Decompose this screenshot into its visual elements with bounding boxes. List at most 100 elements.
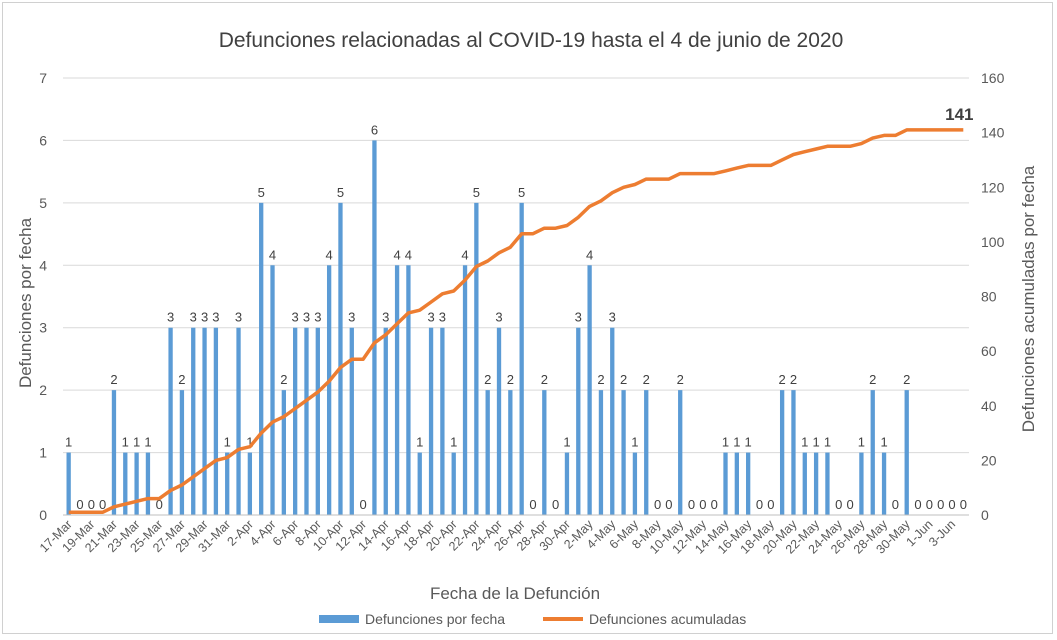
bar: [610, 327, 615, 515]
bar-data-label: 2: [280, 372, 287, 387]
y-right-tick-label: 140: [981, 125, 1005, 141]
bar-data-label: 0: [699, 497, 706, 512]
bar: [587, 265, 592, 515]
bar-data-label: 5: [337, 185, 344, 200]
bar: [428, 327, 434, 515]
left-y-axis: 0 1 2 3 4 5 6 7: [39, 70, 47, 523]
legend-bar-swatch: [319, 615, 359, 623]
y-right-tick-label: 100: [981, 234, 1005, 250]
bar-data-label: 2: [869, 372, 876, 387]
bar: [372, 140, 377, 515]
bar-data-label: 5: [473, 185, 480, 200]
bar-data-label: 1: [246, 435, 253, 450]
x-axis: 17-Mar19-Mar21-Mar23-Mar25-Mar27-Mar29-M…: [37, 514, 969, 557]
bar-data-label: 0: [914, 497, 921, 512]
bar-data-label: 1: [858, 435, 865, 450]
bar: [825, 452, 830, 515]
bar: [247, 452, 253, 515]
bar: [485, 390, 490, 515]
legend-bar-label: Defunciones por fecha: [365, 611, 505, 627]
bar: [134, 452, 139, 515]
bar-data-label: 3: [201, 310, 208, 325]
bar: [202, 327, 207, 515]
bar: [394, 265, 400, 515]
bar-data-label: 3: [167, 310, 174, 325]
bar-data-label: 2: [597, 372, 604, 387]
bar: [746, 452, 751, 515]
bar-data-label: 0: [529, 497, 536, 512]
bar: [440, 327, 445, 515]
bar-data-label: 1: [224, 435, 231, 450]
bar-data-label: 1: [801, 435, 808, 450]
bar-data-label: 1: [450, 435, 457, 450]
bar-data-label: 2: [677, 372, 684, 387]
bar-data-label: 3: [303, 310, 310, 325]
y-right-tick-label: 120: [981, 179, 1005, 195]
bar-data-label: 4: [461, 247, 468, 262]
bar-data-label: 0: [688, 497, 695, 512]
bar-data-label: 1: [65, 435, 72, 450]
bar-data-label: 0: [359, 497, 366, 512]
bar-data-label: 2: [790, 372, 797, 387]
bar-data-label: 2: [620, 372, 627, 387]
bar-data-label: 5: [258, 185, 265, 200]
bar-data-label: 0: [846, 497, 853, 512]
bar-data-label: 1: [144, 435, 151, 450]
bar: [338, 202, 343, 515]
bar-data-label: 1: [563, 435, 570, 450]
bar: [462, 265, 468, 515]
y-left-tick-label: 6: [39, 132, 47, 148]
y-left-tick-label: 4: [39, 257, 47, 273]
bar-data-label: 3: [314, 310, 321, 325]
bar-data-label: 4: [586, 247, 593, 262]
bar: [802, 452, 807, 515]
final-value-label: 141: [945, 105, 973, 124]
bar: [304, 327, 309, 515]
bar: [270, 265, 275, 515]
y-right-tick-label: 60: [981, 343, 997, 359]
bar: [281, 390, 286, 515]
y-right-tick-label: 80: [981, 289, 997, 305]
bar-data-label: 3: [575, 310, 582, 325]
bar: [111, 390, 117, 515]
bar-data-label: 0: [654, 497, 661, 512]
bar: [598, 390, 604, 515]
bar-data-label: 3: [348, 310, 355, 325]
bar: [259, 202, 264, 515]
bar: [66, 452, 71, 515]
y-right-tick-label: 20: [981, 452, 997, 468]
bar-data-label: 2: [507, 372, 514, 387]
right-y-axis: 0 20 40 60 80 100 120 140 160: [981, 70, 1005, 523]
y-axis-left-title: Defunciones por fecha: [16, 217, 35, 388]
y-right-tick-label: 0: [981, 507, 989, 523]
bar-data-label: 3: [427, 310, 434, 325]
bar-data-label: 4: [393, 247, 400, 262]
chart-canvas: Defunciones relacionadas al COVID-19 has…: [16, 29, 1038, 627]
bar: [779, 390, 785, 515]
bar: [508, 390, 513, 515]
y-right-tick-label: 40: [981, 398, 997, 414]
bar-data-label: 0: [960, 497, 967, 512]
y-left-tick-label: 0: [39, 507, 47, 523]
y-left-tick-label: 5: [39, 195, 47, 211]
bar-data-label: 0: [99, 497, 106, 512]
y-left-tick-label: 7: [39, 70, 47, 86]
bar: [474, 202, 479, 515]
bar-data-label: 2: [178, 372, 185, 387]
bar-data-label: 1: [722, 435, 729, 450]
bar: [813, 452, 819, 515]
bar: [225, 452, 230, 515]
y-left-tick-label: 3: [39, 320, 47, 336]
bar: [168, 327, 173, 515]
bar: [904, 390, 909, 515]
bar: [213, 327, 219, 515]
bar-data-label: 0: [835, 497, 842, 512]
bar-data-label: 1: [631, 435, 638, 450]
bar-data-label: 3: [609, 310, 616, 325]
y-left-tick-label: 2: [39, 382, 47, 398]
bar: [621, 390, 626, 515]
bar-data-label: 0: [711, 497, 718, 512]
bar-data-label: 2: [484, 372, 491, 387]
